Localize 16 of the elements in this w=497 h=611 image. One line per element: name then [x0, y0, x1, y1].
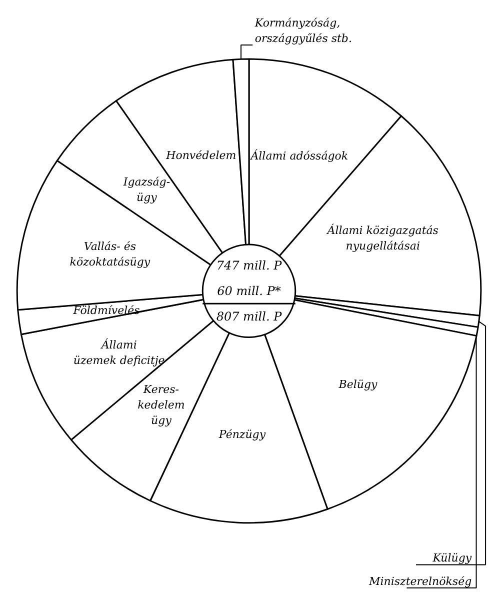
slice-label: Pénzügy [218, 428, 266, 442]
text: 747 mill. P [216, 258, 283, 272]
slice-label: Keres- kedelem ügy [138, 382, 185, 427]
slice-label: Vallás- és közoktatásügy [70, 240, 151, 269]
slice-label: Földmívelés [72, 304, 140, 317]
slice-label: Igazság- ügy [122, 176, 170, 204]
slice-label: Külügy [432, 552, 472, 565]
slice-label: Belügy [338, 378, 378, 392]
text: 60 mill. P* [217, 284, 281, 298]
slice-label: Miniszterelnökség [368, 574, 472, 588]
slice-label: Kormányzóság, országgyűlés stb. [254, 16, 352, 45]
slice-label: Állami közigazgatás nyugellátásai [326, 223, 439, 253]
slice-label: Állami üzemek deficitje [73, 337, 166, 367]
slice-label: Honvédelem [165, 148, 236, 162]
slice-label: Állami adósságok [250, 148, 348, 163]
text: 807 mill. P [216, 309, 283, 324]
